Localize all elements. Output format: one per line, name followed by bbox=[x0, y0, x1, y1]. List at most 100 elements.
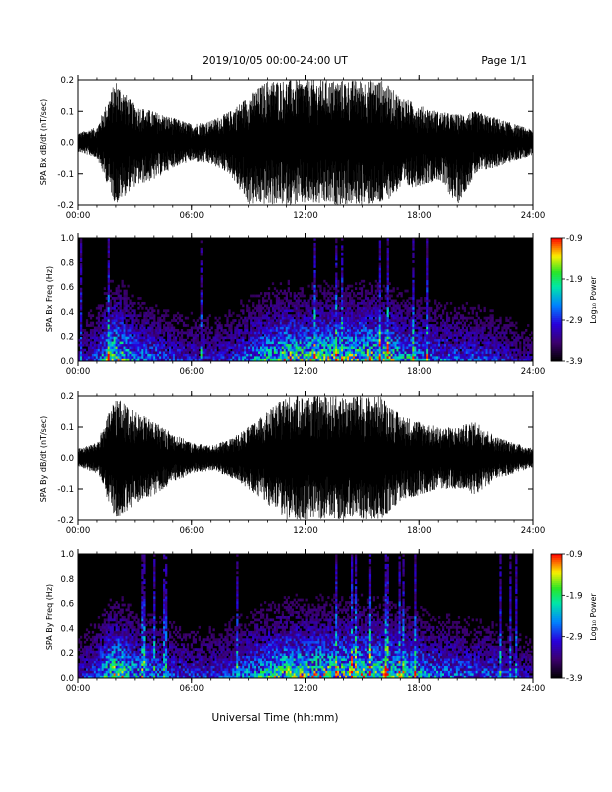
spectrogram-cell bbox=[123, 326, 126, 330]
date-range-title: 2019/10/05 00:00-24:00 UT bbox=[202, 55, 348, 67]
spectrogram-cell bbox=[145, 353, 148, 357]
spectrogram-cell bbox=[89, 343, 93, 347]
spectrogram-cell bbox=[362, 309, 366, 313]
spectrogram-cell bbox=[87, 314, 91, 318]
spectrogram-cell bbox=[386, 346, 389, 349]
spectrogram-cell bbox=[242, 358, 245, 362]
colorbar-frame bbox=[550, 237, 563, 362]
spectrogram-cell bbox=[281, 358, 285, 362]
spectrogram-cell bbox=[414, 341, 417, 345]
spectrogram-cell bbox=[167, 331, 170, 335]
spectrogram-cell bbox=[244, 353, 247, 357]
spectrogram-cell bbox=[388, 329, 391, 332]
spectrogram-cell bbox=[279, 348, 283, 352]
spectrogram-cell bbox=[382, 316, 385, 320]
spectrogram-cell bbox=[416, 341, 419, 345]
spectrogram-cell bbox=[374, 346, 378, 349]
spectrogram-cell bbox=[467, 358, 470, 362]
spectrogram-cell bbox=[436, 321, 439, 325]
spectrogram-cell bbox=[230, 326, 233, 330]
spectrogram-cell bbox=[426, 294, 429, 298]
spectrogram-cell bbox=[103, 292, 106, 295]
spectrogram-cell bbox=[267, 324, 271, 327]
spectrogram-cell bbox=[378, 282, 381, 286]
spectrogram-cell bbox=[167, 351, 170, 354]
spectrogram-cell bbox=[333, 341, 336, 345]
spectrogram-cell bbox=[174, 314, 178, 318]
spectrogram-cell bbox=[325, 356, 328, 359]
spectrogram-cell bbox=[380, 338, 383, 342]
spectrogram-cell bbox=[461, 314, 465, 318]
spectrogram-cell bbox=[445, 333, 449, 337]
spectrogram-cell bbox=[79, 265, 83, 268]
spectrogram-cell bbox=[445, 341, 449, 345]
spectrogram-cell bbox=[107, 294, 110, 298]
spectrogram-cell bbox=[293, 356, 296, 359]
spectrogram-cell bbox=[362, 333, 366, 337]
spectrogram-cell bbox=[115, 309, 118, 313]
spectrogram-cell bbox=[471, 343, 474, 347]
spectrogram-cell bbox=[505, 343, 508, 347]
spectrogram-cell bbox=[180, 331, 184, 335]
spectrogram-cell bbox=[309, 311, 312, 315]
spectrogram-cell bbox=[331, 292, 334, 295]
spectrogram-cell bbox=[349, 314, 352, 318]
spectrogram-cell bbox=[428, 346, 431, 349]
spectrogram-cell bbox=[165, 351, 168, 354]
spectrogram-cell bbox=[523, 356, 526, 359]
spectrogram-cell bbox=[455, 326, 459, 330]
spectrogram-cell bbox=[123, 304, 126, 308]
spectrogram-cell bbox=[335, 331, 338, 335]
spectrogram-cell bbox=[358, 319, 362, 322]
spectrogram-cell bbox=[291, 304, 294, 308]
spectrogram-cell bbox=[299, 341, 302, 345]
spectrogram-cell bbox=[380, 336, 383, 340]
spectrogram-cell bbox=[408, 338, 411, 342]
spectrogram-cell bbox=[424, 356, 427, 359]
spectrogram-cell bbox=[129, 331, 132, 335]
spectrogram-cell bbox=[111, 356, 114, 359]
spectrogram-cell bbox=[349, 306, 352, 310]
spectrogram-cell bbox=[109, 353, 112, 357]
spectrogram-cell bbox=[333, 348, 336, 352]
spectrogram-cell bbox=[277, 311, 281, 315]
spectrogram-cell bbox=[236, 348, 239, 352]
spectrogram-cell bbox=[172, 353, 176, 357]
spectrogram-cell bbox=[309, 343, 312, 347]
spectrogram-cell bbox=[372, 324, 376, 327]
spectrogram-cell bbox=[406, 306, 409, 310]
spectrogram-cell bbox=[254, 348, 257, 352]
spectrogram-cell bbox=[258, 356, 261, 359]
spectrogram-cell bbox=[269, 353, 273, 357]
spectrogram-cell bbox=[275, 314, 279, 318]
spectrogram-cell bbox=[119, 301, 122, 305]
spectrogram-cell bbox=[275, 356, 279, 359]
spectrogram-cell bbox=[515, 346, 518, 349]
spectrogram-cell bbox=[349, 294, 352, 298]
spectrogram-cell bbox=[501, 331, 504, 335]
spectrogram-cell bbox=[147, 311, 150, 315]
spectrogram-cell bbox=[194, 353, 197, 357]
spectrogram-cell bbox=[368, 326, 372, 330]
colorbar-tick-label: -3.9 bbox=[566, 357, 583, 367]
spectrogram-cell bbox=[327, 338, 330, 342]
spectrogram-cell bbox=[424, 306, 427, 310]
spectrogram-cell bbox=[293, 314, 296, 318]
spectrogram-cell bbox=[190, 333, 194, 337]
spectrogram-cell bbox=[153, 319, 156, 322]
spectrogram-cell bbox=[141, 338, 144, 342]
spectrogram-cell bbox=[337, 326, 340, 330]
spectrogram-cell bbox=[143, 331, 146, 335]
spectrogram-cell bbox=[78, 358, 81, 362]
spectrogram-cell bbox=[267, 338, 271, 342]
spectrogram-cell bbox=[258, 299, 261, 303]
spectrogram-cell bbox=[404, 326, 407, 330]
spectrogram-cell bbox=[313, 250, 316, 254]
spectrogram-cell bbox=[311, 301, 314, 305]
spectrogram-cell bbox=[396, 294, 399, 298]
spectrogram-cell bbox=[349, 351, 352, 354]
spectrogram-cell bbox=[364, 348, 368, 352]
spectrogram-cell bbox=[216, 356, 219, 359]
spectrogram-cell bbox=[327, 351, 330, 354]
spectrogram-cell bbox=[232, 358, 235, 362]
